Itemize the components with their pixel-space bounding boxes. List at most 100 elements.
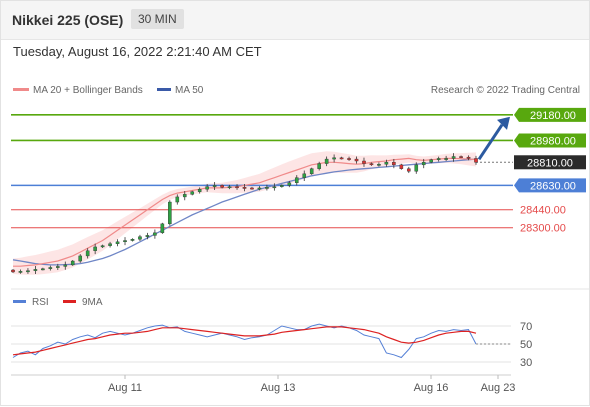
ma50-line (12, 158, 477, 266)
candle-body (287, 182, 292, 186)
candle-body (63, 264, 68, 267)
rsi-ma-legend-swatch (63, 300, 76, 303)
candle-body (265, 187, 269, 189)
x-axis-label: Aug 16 (414, 382, 449, 394)
candle-body (33, 269, 38, 271)
candle-body (78, 255, 83, 262)
candle-body (56, 266, 60, 268)
candle-body (145, 235, 150, 237)
support-level-label: 28300.00 (520, 223, 566, 235)
candle-body (41, 268, 45, 271)
candle-body (11, 269, 15, 273)
pivot-level-label-box (514, 178, 586, 193)
candle-body (205, 186, 209, 190)
resistance-level-label-box (514, 133, 586, 148)
candle-body (384, 162, 389, 165)
timeframe-button[interactable]: 30 MIN (131, 9, 184, 29)
candle-body (115, 241, 120, 244)
candle-body (168, 201, 172, 225)
instrument-title: Nikkei 225 (OSE) (12, 12, 124, 28)
candle-body (444, 158, 448, 160)
rsi-ma-legend-label: 9MA (82, 297, 103, 308)
candle-body (85, 250, 90, 257)
level-labels: 29180.00 28980.00 28810.00 28630.00 28440.00… (514, 107, 586, 235)
x-axis-label: Aug 11 (108, 382, 142, 394)
rsi-legend-label: RSI (32, 297, 49, 308)
candle-body (130, 239, 135, 241)
candle-body (324, 158, 329, 164)
rsi-tick-label: 50 (520, 339, 532, 351)
candle-body (242, 187, 247, 189)
x-axis-label: Aug 13 (261, 382, 296, 394)
ma20-legend-label: MA 20 + Bollinger Bands (33, 85, 143, 96)
candle-body (347, 158, 351, 160)
candle-body (436, 158, 441, 160)
resistance-level-label-box (514, 107, 586, 122)
candle-body (392, 162, 396, 166)
candle-body (317, 163, 321, 169)
candle-body (197, 189, 202, 192)
candle-body (406, 168, 411, 172)
candle-body (399, 164, 404, 169)
candle-body (108, 243, 112, 246)
candle-body (257, 187, 262, 190)
candle-body (459, 156, 463, 158)
candle-body (421, 162, 426, 166)
bollinger-band-area (13, 151, 476, 275)
resistance-level-label: 29180.00 (530, 110, 576, 122)
candle-body (474, 158, 478, 163)
candle-body (18, 271, 23, 273)
ma20-legend-swatch (13, 88, 29, 91)
last-price-label-box (514, 155, 586, 170)
candle-body (377, 164, 381, 166)
candle-body (220, 185, 224, 188)
candle-body (212, 185, 217, 187)
candle-body (190, 191, 195, 195)
rsi-tick-label: 70 (520, 321, 532, 333)
bollinger-band (13, 151, 476, 275)
forecast-arrow (477, 116, 510, 161)
support-level-label: 28440.00 (520, 205, 566, 217)
candle-body (309, 168, 314, 175)
candle-body (182, 194, 187, 198)
rsi-legend-swatch (13, 300, 26, 303)
forecast-arrow-shaft (477, 123, 504, 161)
candle-body (332, 157, 336, 160)
candle-body (123, 240, 127, 243)
x-axis-label: Aug 23 (481, 382, 516, 394)
candle-body (280, 185, 284, 187)
timestamp: Tuesday, August 16, 2022 2:21:40 AM CET (13, 44, 262, 59)
candle-body (429, 159, 433, 163)
candle-body (414, 164, 419, 172)
ma50-legend-label: MA 50 (175, 85, 204, 96)
candle-body (369, 163, 374, 166)
credit-text: Research © 2022 Trading Central (431, 85, 580, 96)
candle-body (451, 156, 456, 159)
candle-body (339, 157, 344, 160)
pivot-level-label: 28630.00 (530, 180, 576, 192)
candle-body (294, 177, 299, 184)
key-levels (11, 114, 513, 229)
resistance-level-label: 28980.00 (530, 135, 576, 147)
rsi-ma-line (12, 326, 477, 356)
rsi-tick-label: 30 (520, 357, 532, 369)
candle-body (272, 186, 277, 189)
candle-body (175, 196, 180, 203)
forecast-arrow-head (497, 116, 510, 130)
candle-body (70, 260, 75, 266)
candle-body (26, 270, 30, 273)
candle-body (160, 223, 165, 234)
candle-body (302, 173, 307, 178)
candle-body (354, 158, 359, 162)
candle-body (235, 186, 239, 189)
candle-body (250, 187, 254, 190)
ma50-legend-swatch (157, 88, 171, 91)
candle-body (138, 236, 142, 240)
candle-body (48, 267, 53, 269)
candle-body (466, 156, 471, 159)
rsi-line (12, 323, 477, 359)
candle-body (153, 232, 157, 236)
candle-body (100, 245, 105, 248)
